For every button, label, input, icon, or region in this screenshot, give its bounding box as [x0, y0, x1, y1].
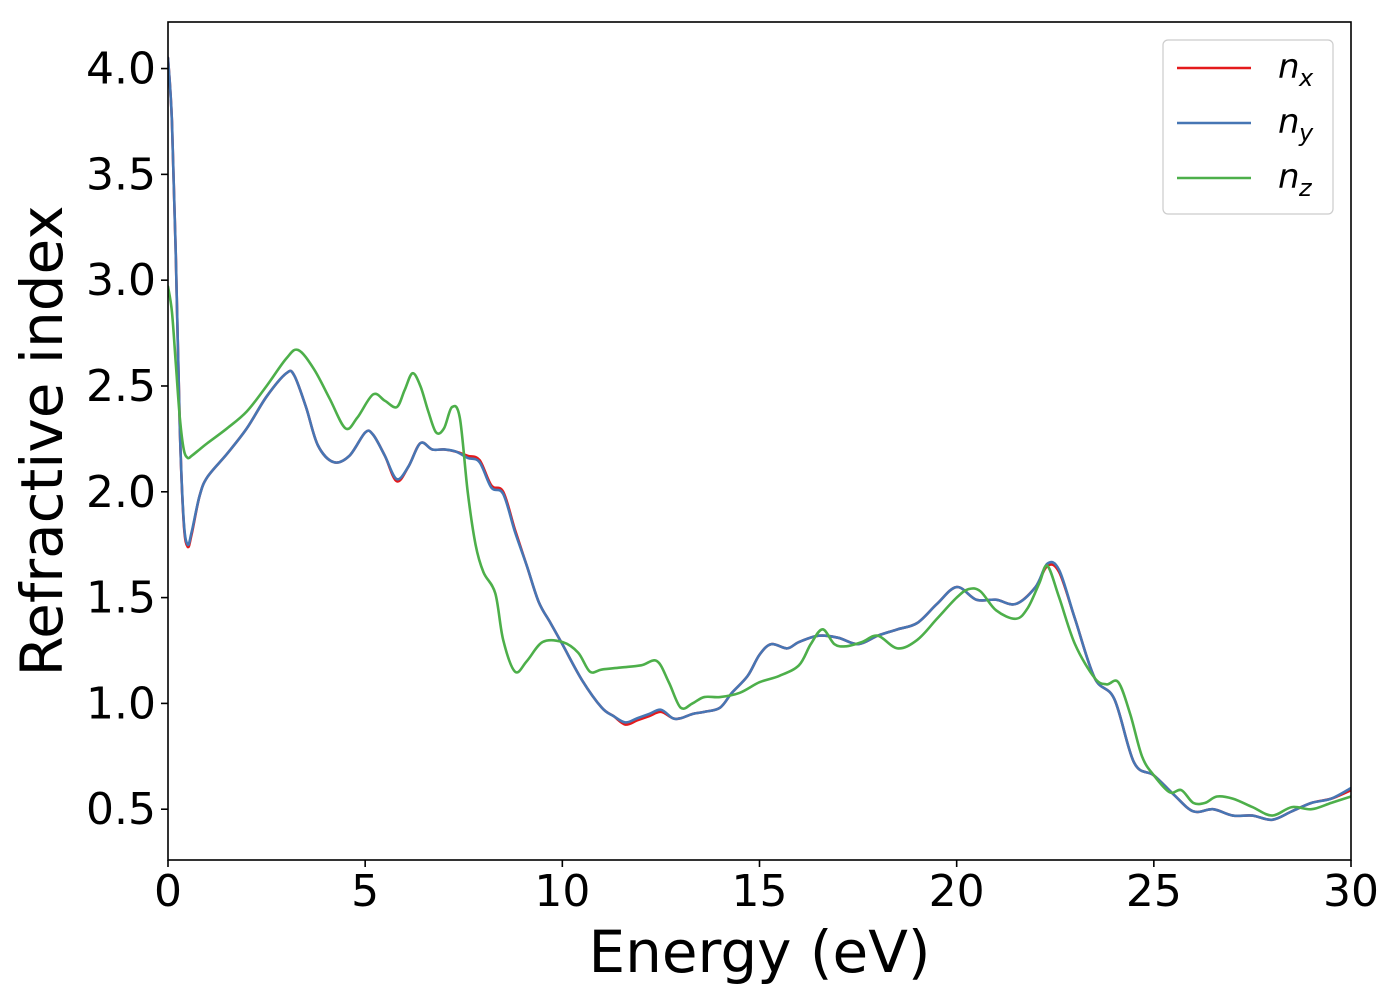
series-layer: [168, 56, 1351, 822]
legend-label: n: [1278, 157, 1300, 197]
y-tick-label: 0.5: [86, 784, 156, 835]
legend-box: [1162, 39, 1334, 215]
y-tick-label: 1.5: [86, 573, 156, 624]
y-tick-label: 2.5: [86, 361, 156, 412]
y-tick-label: 4.0: [86, 44, 156, 95]
x-axis-ticks: 0 5 10 15 20 25 30: [154, 860, 1379, 917]
x-tick-label: 0: [154, 866, 182, 917]
x-tick-label: 5: [351, 866, 379, 917]
x-tick-label: 15: [732, 866, 788, 917]
y-tick-label: 3.5: [86, 149, 156, 200]
legend-label-subscript: y: [1298, 119, 1314, 147]
legend: n xn yn z: [1162, 39, 1334, 215]
y-tick-label: 1.0: [86, 678, 156, 729]
x-tick-label: 30: [1323, 866, 1379, 917]
y-tick-label: 2.0: [86, 467, 156, 518]
y-axis-ticks: 0.5 1.0 1.5 2.0 2.5 3.0 3.5 4.0: [86, 44, 168, 835]
series-line-n-z: [168, 285, 1351, 817]
legend-label-subscript: x: [1298, 64, 1314, 92]
series-line-n-y: [168, 56, 1351, 822]
legend-label: n: [1278, 102, 1300, 142]
y-axis-label: Refractive index: [8, 205, 76, 676]
x-tick-label: 25: [1126, 866, 1182, 917]
x-tick-label: 10: [534, 866, 590, 917]
x-tick-label: 20: [929, 866, 985, 917]
legend-label: n: [1278, 47, 1300, 87]
legend-label-subscript: z: [1298, 174, 1313, 202]
y-tick-label: 3.0: [86, 255, 156, 306]
x-axis-label: Energy (eV): [588, 918, 930, 986]
